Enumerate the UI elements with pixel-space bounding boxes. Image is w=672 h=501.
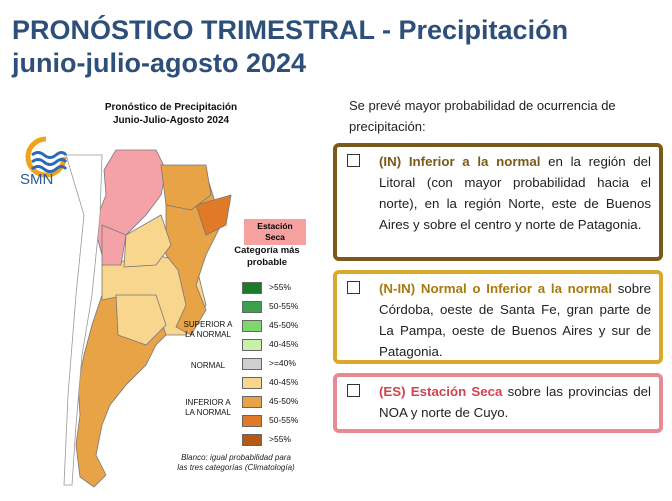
item-highlight: (ES) Estación Seca bbox=[379, 384, 503, 399]
station-label-line-2: Seca bbox=[265, 232, 285, 242]
legend-swatch bbox=[242, 358, 262, 370]
legend-item: 40-45% bbox=[242, 376, 342, 390]
legend-group-normal: NORMAL bbox=[190, 361, 226, 370]
legend-group-superior-line-1: SUPERIOR A bbox=[183, 320, 233, 329]
legend-item: >55% bbox=[242, 433, 342, 447]
legend-title-line-2: probable bbox=[246, 257, 288, 268]
legend-item: 40-45% bbox=[242, 338, 342, 352]
legend-swatch bbox=[242, 377, 262, 389]
legend-swatch bbox=[242, 301, 262, 313]
legend-item: 45-50% bbox=[242, 395, 342, 409]
legend-label: >55% bbox=[269, 434, 291, 444]
item-highlight: (IN) Inferior a la normal bbox=[379, 154, 541, 169]
legend-item: 50-55% bbox=[242, 300, 342, 314]
legend-item: >55% bbox=[242, 281, 342, 295]
station-label: Estación Seca bbox=[244, 219, 306, 245]
legend-label: 50-55% bbox=[269, 415, 299, 425]
map-title-line-1: Pronóstico de Precipitación bbox=[104, 102, 238, 113]
legend-label: 45-50% bbox=[269, 396, 299, 406]
legend-swatch bbox=[242, 434, 262, 446]
map-title-line-2: Junio-Julio-Agosto 2024 bbox=[112, 115, 230, 126]
legend-label: 50-55% bbox=[269, 301, 299, 311]
item-body: sobre las provincias del NOA y norte de … bbox=[379, 384, 651, 420]
checkbox-icon bbox=[347, 384, 360, 397]
map-title: Pronóstico de Precipitación Junio-Julio-… bbox=[76, 101, 266, 127]
legend-swatch bbox=[242, 320, 262, 332]
legend-group-inferior: INFERIOR A LA NORMAL bbox=[178, 398, 238, 418]
legend-group-superior-line-2: LA NORMAL bbox=[185, 330, 231, 339]
logo-text: SMN bbox=[20, 171, 54, 188]
legend-label: 45-50% bbox=[269, 320, 299, 330]
legend-item: 45-50% bbox=[242, 319, 342, 333]
station-label-line-1: Estación bbox=[257, 221, 293, 231]
map-region-litoral-north bbox=[160, 164, 212, 211]
legend-label: 40-45% bbox=[269, 339, 299, 349]
forecast-item-inferior: (IN) Inferior a la normal en la región d… bbox=[333, 143, 663, 261]
legend-group-inferior-line-2: LA NORMAL bbox=[185, 408, 231, 417]
chile-neighbor bbox=[63, 154, 103, 486]
legend-item: 50-55% bbox=[242, 414, 342, 428]
legend-swatch bbox=[242, 415, 262, 427]
checkbox-icon bbox=[347, 154, 360, 167]
legend-title-line-1: Categoría más bbox=[234, 245, 300, 256]
page-title: PRONÓSTICO TRIMESTRAL - Precipitación ju… bbox=[12, 14, 662, 80]
map-region-litoral bbox=[195, 194, 232, 236]
map-region-cuyo bbox=[101, 224, 127, 266]
legend-label: 40-45% bbox=[269, 377, 299, 387]
map-region-pampa bbox=[115, 294, 167, 346]
legend-swatch bbox=[242, 339, 262, 351]
legend-label: >=40% bbox=[269, 358, 296, 368]
legend-group-superior: SUPERIOR A LA NORMAL bbox=[178, 320, 238, 340]
legend-item: >=40% bbox=[242, 357, 342, 371]
map-region-cordoba bbox=[123, 214, 172, 268]
note-line-1: Blanco: igual probabilidad para bbox=[181, 453, 291, 462]
smn-logo-icon bbox=[25, 136, 68, 178]
legend-swatch bbox=[242, 396, 262, 408]
item-body: en la región del Litoral (con mayor prob… bbox=[379, 154, 651, 232]
forecast-item-normal-inferior: (N-IN) Normal o Inferior a la normal sob… bbox=[333, 270, 663, 364]
checkbox-icon bbox=[347, 281, 360, 294]
title-line-1: PRONÓSTICO TRIMESTRAL - Precipitación bbox=[12, 15, 569, 45]
legend-group-inferior-line-1: INFERIOR A bbox=[185, 398, 231, 407]
note-line-2: las tres categorías (Climatología) bbox=[177, 463, 295, 472]
item-body: sobre Córdoba, oeste de Santa Fe, gran p… bbox=[379, 281, 651, 359]
legend-label: >55% bbox=[269, 282, 291, 292]
legend-swatch bbox=[242, 282, 262, 294]
legend-title: Categoría más probable bbox=[232, 245, 302, 269]
forecast-map-panel: Pronóstico de Precipitación Junio-Julio-… bbox=[6, 95, 336, 495]
forecast-item-dry-season: (ES) Estación Seca sobre las provincias … bbox=[333, 373, 663, 433]
intro-text: Se prevé mayor probabilidad de ocurrenci… bbox=[349, 98, 616, 134]
title-line-2: junio-julio-agosto 2024 bbox=[12, 48, 307, 78]
argentina-map bbox=[63, 149, 232, 488]
climatology-note: Blanco: igual probabilidad para las tres… bbox=[166, 453, 306, 473]
item-highlight: (N-IN) Normal o Inferior a la normal bbox=[379, 281, 613, 296]
